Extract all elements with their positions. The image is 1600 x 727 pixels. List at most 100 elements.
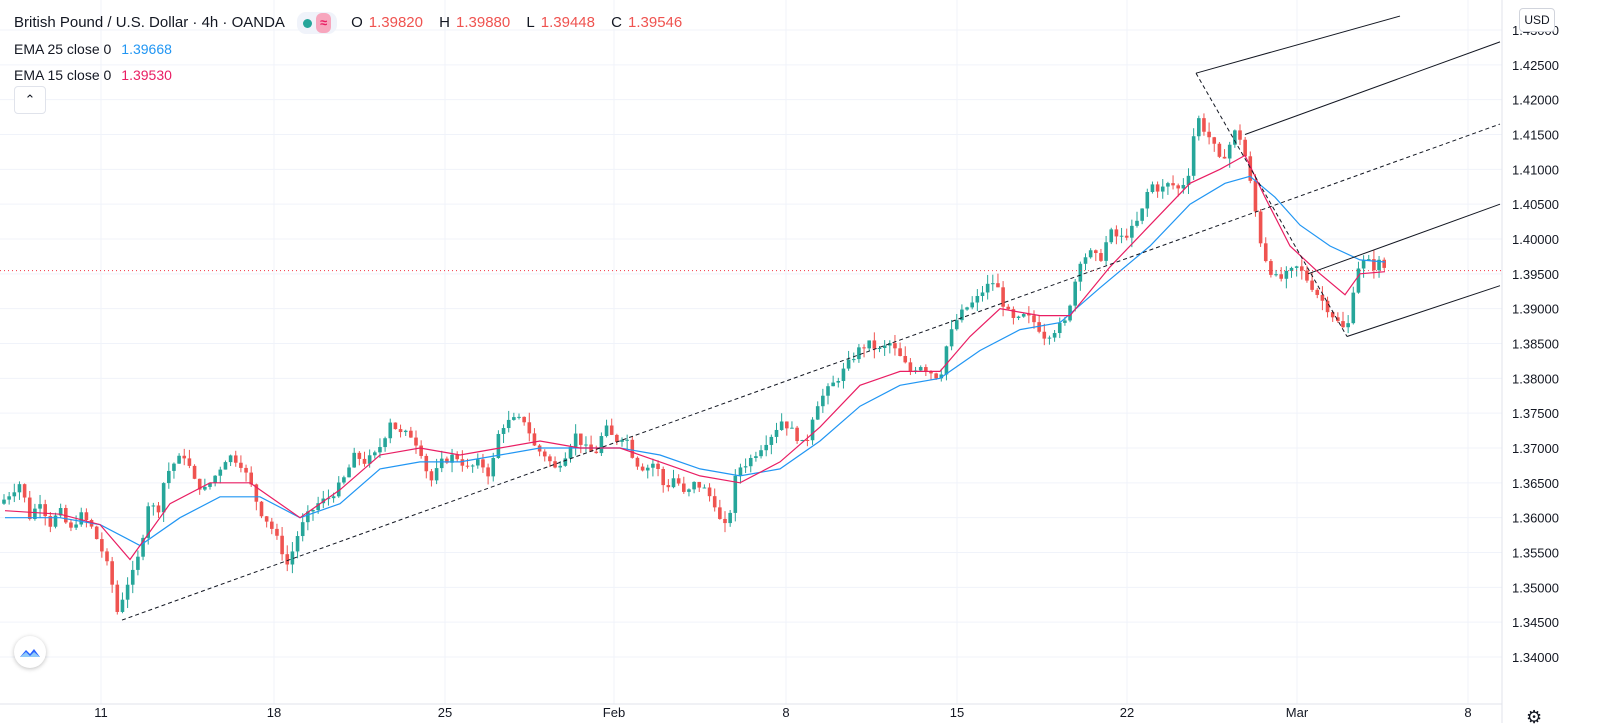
tradingview-logo[interactable] xyxy=(14,636,46,668)
candle-body xyxy=(264,516,269,522)
candle xyxy=(58,503,63,518)
collapse-legend-button[interactable]: ⌃ xyxy=(14,86,46,114)
candle xyxy=(604,419,609,438)
candle-body xyxy=(218,469,223,476)
candle xyxy=(790,421,794,429)
candle-body xyxy=(666,485,671,488)
candle-body xyxy=(1042,331,1047,339)
candle-body xyxy=(300,522,305,537)
candle-body xyxy=(295,536,300,552)
candle xyxy=(1315,287,1320,299)
candle xyxy=(79,507,84,527)
low-value: 1.39448 xyxy=(540,14,595,31)
candle-body xyxy=(1289,267,1294,271)
candle-body xyxy=(1114,229,1119,237)
price-tick-label: 1.35500 xyxy=(1512,546,1559,561)
indicator-ema15[interactable]: EMA 15 close 0 1.39530 xyxy=(14,62,694,88)
candle-body xyxy=(779,421,784,430)
candle-body xyxy=(934,373,938,379)
candle-body xyxy=(625,439,629,441)
candle-body xyxy=(1047,337,1052,339)
candle xyxy=(625,434,629,450)
candle xyxy=(434,458,439,485)
candle-body xyxy=(1377,259,1381,271)
candle xyxy=(496,430,501,459)
candle xyxy=(1047,335,1052,345)
candles xyxy=(2,113,1386,615)
candle xyxy=(656,460,660,477)
candle-body xyxy=(373,452,377,456)
candle-body xyxy=(481,459,485,468)
candle-body xyxy=(280,535,284,555)
candle-body xyxy=(352,452,356,468)
candle xyxy=(1356,261,1361,294)
candle-body xyxy=(470,465,475,467)
candle xyxy=(213,475,217,487)
candle-body xyxy=(388,422,393,439)
candle-body xyxy=(1037,322,1041,332)
candle xyxy=(1191,128,1196,180)
candle xyxy=(275,523,279,540)
candle-body xyxy=(620,439,624,442)
price-tick-label: 1.37000 xyxy=(1512,441,1559,456)
candle xyxy=(476,453,480,469)
candle-body xyxy=(1171,183,1175,186)
candle-body xyxy=(424,455,429,472)
candle-body xyxy=(1094,250,1098,254)
candle-body xyxy=(743,466,748,468)
candle xyxy=(851,352,856,363)
candle-body xyxy=(342,477,346,483)
candle-body xyxy=(1150,184,1155,193)
candle xyxy=(197,478,202,495)
candle-body xyxy=(857,347,861,360)
ohlc-values: O 1.39820 H 1.39880 L 1.39448 C 1.39546 xyxy=(351,14,683,31)
candle xyxy=(105,548,109,566)
candle xyxy=(161,482,166,522)
candle-body xyxy=(136,556,140,570)
candle xyxy=(1150,181,1155,194)
candle xyxy=(177,453,181,464)
candle xyxy=(1202,113,1206,136)
candle xyxy=(141,534,145,561)
candle xyxy=(661,466,665,493)
candle-body xyxy=(228,455,233,463)
candle xyxy=(810,417,815,445)
candle-body xyxy=(187,458,192,466)
candle xyxy=(728,509,732,527)
candle-body xyxy=(888,343,892,346)
candle-body xyxy=(1109,229,1114,243)
candle-body xyxy=(501,428,506,434)
candle xyxy=(264,515,269,528)
candle-body xyxy=(1300,266,1304,271)
candle xyxy=(424,453,429,479)
settings-button[interactable]: ⚙ xyxy=(1526,708,1542,726)
candle xyxy=(532,428,537,447)
candle xyxy=(167,462,171,489)
candle xyxy=(336,476,341,498)
indicator-ema25[interactable]: EMA 25 close 0 1.39668 xyxy=(14,36,694,62)
price-tick-label: 1.42000 xyxy=(1512,93,1559,108)
candle-body xyxy=(754,456,758,458)
candle-body xyxy=(697,481,702,488)
candle-body xyxy=(960,309,964,321)
price-tick-label: 1.34500 xyxy=(1512,615,1559,630)
currency-button[interactable]: USD xyxy=(1519,8,1555,32)
candle xyxy=(208,482,212,490)
candle-body xyxy=(573,433,578,447)
symbol-title[interactable]: British Pound / U.S. Dollar · 4h · OANDA xyxy=(14,14,285,31)
candle xyxy=(1094,249,1098,262)
candle xyxy=(69,518,73,532)
candle-body xyxy=(1052,333,1057,338)
candle-body xyxy=(22,484,27,498)
candle-body xyxy=(1274,274,1278,276)
price-tick-label: 1.38500 xyxy=(1512,337,1559,352)
candle xyxy=(754,451,758,462)
market-status-pill[interactable]: ≈ xyxy=(296,12,338,34)
candle-body xyxy=(439,458,444,469)
candle-body xyxy=(1263,243,1268,262)
candle-body xyxy=(79,512,84,525)
candle xyxy=(1197,115,1201,141)
candle-body xyxy=(651,463,655,468)
candle xyxy=(1130,219,1134,248)
